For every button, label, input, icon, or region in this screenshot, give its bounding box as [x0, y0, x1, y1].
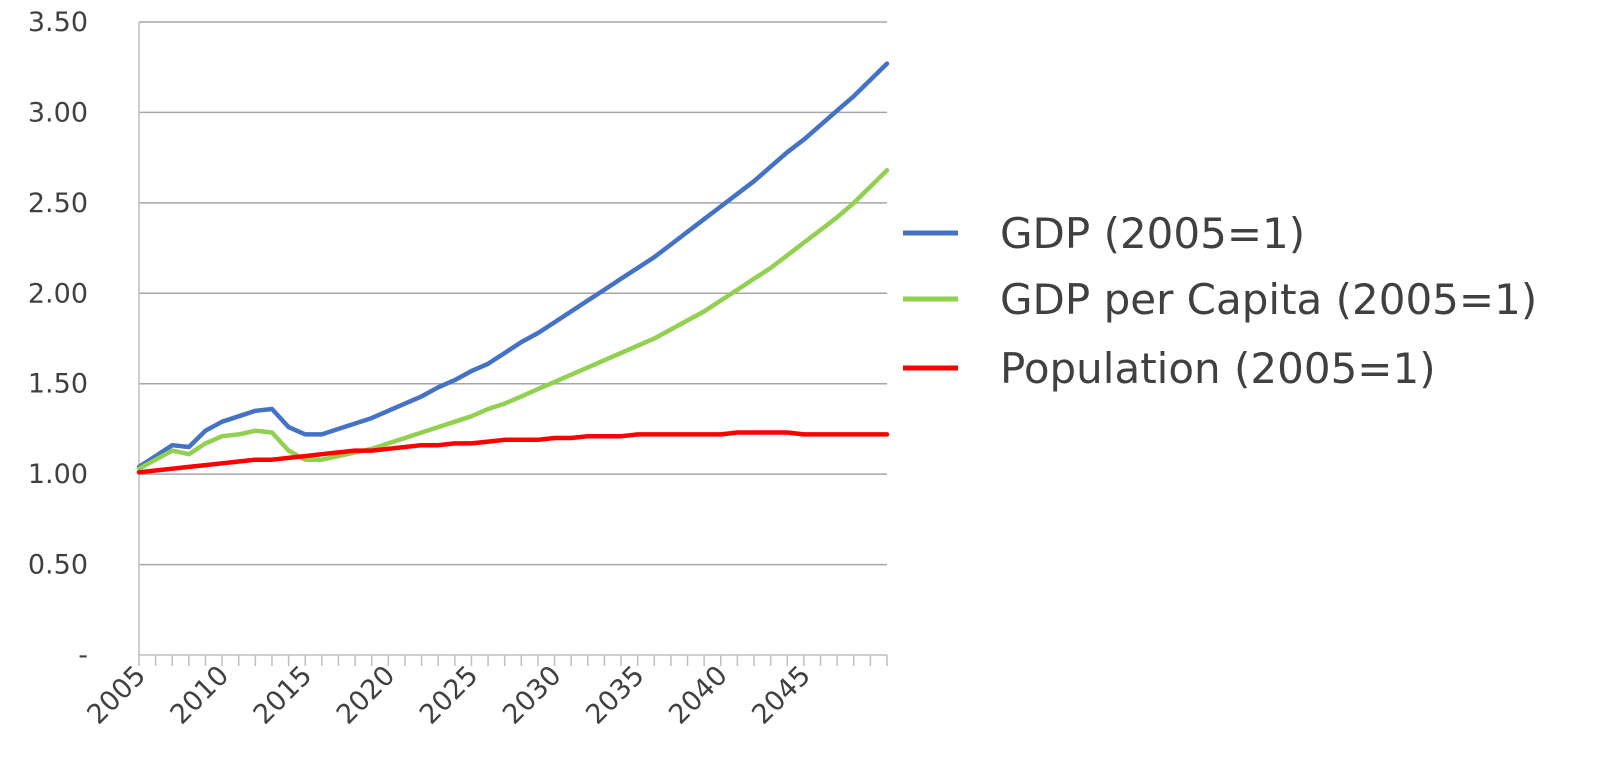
y-tick-label: 3.00	[28, 97, 88, 128]
y-tick-label: 3.50	[28, 7, 88, 38]
legend-label: GDP (2005=1)	[1000, 209, 1305, 258]
series-line-0	[136, 61, 890, 470]
x-tick-label: 2040	[663, 660, 734, 731]
y-axis-tick-labels: - 0.50 1.00 1.50 2.00 2.50 3.00 3.50	[28, 7, 88, 671]
x-tick-label: 2015	[248, 660, 319, 731]
y-tick-label: 1.00	[28, 459, 88, 490]
y-tick-label: 1.50	[28, 369, 88, 400]
y-tick-label: 2.50	[28, 188, 88, 219]
legend-label: GDP per Capita (2005=1)	[1000, 275, 1537, 324]
y-tick-label: 0.50	[28, 550, 88, 581]
y-tick-label: -	[78, 640, 88, 671]
x-tick-label: 2045	[746, 660, 817, 731]
x-tick-label: 2005	[81, 660, 152, 731]
x-tick-label: 2020	[331, 660, 402, 731]
series-line-1	[136, 168, 890, 471]
x-tick-label: 2035	[580, 660, 651, 731]
legend-label: Population (2005=1)	[1000, 344, 1436, 393]
gridlines	[139, 21, 887, 566]
series-line-2	[136, 430, 890, 475]
y-tick-label: 2.00	[28, 278, 88, 309]
series-lines	[136, 61, 890, 475]
axes	[138, 22, 887, 656]
x-axis-ticks: 2005 2010 2015 2020 2025 2030 2035 2040 2045	[81, 655, 888, 731]
x-tick-label: 2030	[497, 660, 568, 731]
x-tick-label: 2010	[165, 660, 236, 731]
x-tick-label: 2025	[414, 660, 485, 731]
legend: GDP (2005=1) GDP per Capita (2005=1) Popul…	[903, 209, 1537, 393]
